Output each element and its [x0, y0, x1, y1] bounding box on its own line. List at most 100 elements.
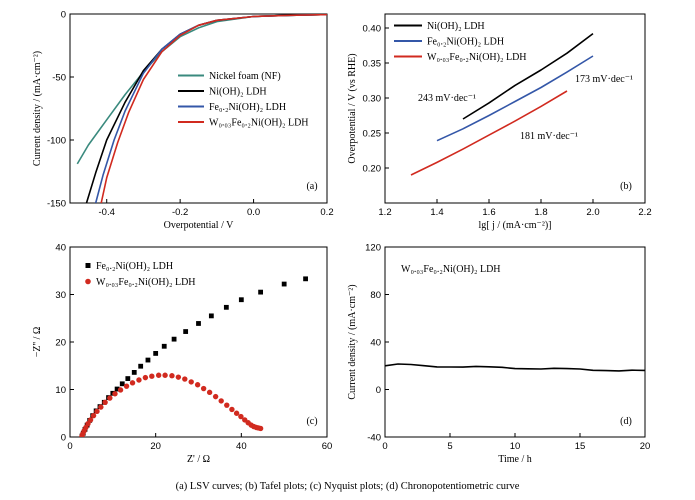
data-point: [194, 382, 201, 388]
data-point: [87, 417, 94, 423]
y-tick-label: 10: [55, 385, 66, 396]
y-tick-label: -50: [52, 73, 66, 84]
series-line: [76, 14, 327, 165]
legend-label: Fe₀.₂Ni(OH)₂ LDH: [209, 102, 286, 113]
data-point: [114, 386, 120, 392]
series-line: [100, 14, 327, 203]
data-point: [129, 380, 136, 386]
data-layer: [385, 363, 645, 372]
y-tick-label: -40: [367, 433, 381, 444]
legend-label: W₀.₀₃Fe₀.₂Ni(OH)₂ LDH: [401, 264, 501, 275]
series-line: [85, 14, 327, 203]
x-axis-label: Z' / Ω: [187, 454, 210, 465]
chart-a: -0.4 -0.2 0.0 0.2 0 -50 -100 -150 Overpotential …: [32, 10, 334, 232]
data-point: [223, 304, 229, 310]
data-point: [107, 395, 113, 401]
chart-c: 0 20 40 60 0 10 20 30 40 Z' / Ω −Z'' / Ω (c) Fe₀.₂Ni…: [32, 243, 332, 466]
y-tick-label: 0: [61, 433, 66, 444]
x-axis-label: Overpotential / V: [164, 220, 235, 231]
data-layer: [410, 32, 594, 176]
x-tick-label: 1.2: [378, 207, 391, 218]
data-point: [119, 381, 125, 387]
data-point: [90, 412, 97, 419]
data-point: [196, 321, 201, 326]
series-line: [462, 32, 594, 120]
legend-label: Ni(OH)₂ LDH: [209, 87, 267, 98]
panel-label: (a): [306, 181, 317, 192]
data-point: [131, 370, 137, 375]
x-tick-label: -0.4: [99, 207, 115, 218]
y-tick-label: 40: [370, 338, 381, 349]
data-point: [145, 357, 151, 363]
x-axis-label: lg[ j / (mA·cm⁻²)]: [479, 220, 552, 231]
data-point: [303, 276, 308, 282]
data-point: [188, 379, 194, 385]
legend-label: W₀.₀₃Fe₀.₂Ni(OH)₂ LDH: [209, 118, 309, 129]
y-tick-label: -150: [47, 199, 66, 210]
data-point: [142, 374, 149, 381]
data-point: [85, 421, 91, 427]
data-point: [169, 373, 175, 379]
data-point: [212, 393, 219, 400]
data-point: [224, 402, 230, 408]
data-point: [117, 387, 124, 393]
data-point: [238, 297, 244, 303]
x-tick-label: 40: [236, 441, 247, 452]
panel-label: (c): [306, 416, 317, 427]
x-tick-label: 20: [150, 441, 161, 452]
legend-marker: [85, 278, 91, 285]
x-tick-label: 60: [322, 441, 333, 452]
data-point: [112, 391, 118, 397]
x-tick-label: -0.2: [172, 207, 188, 218]
tafel-slope-annotation: 243 mV·dec⁻¹: [418, 93, 476, 104]
x-tick-label: 2.2: [638, 207, 651, 218]
data-point: [136, 377, 142, 383]
legend-label: W₀.₀₃Fe₀.₂Ni(OH)₂ LDH: [96, 277, 196, 288]
tafel-slope-annotation: 173 mV·dec⁻¹: [575, 74, 633, 85]
y-tick-label: 0: [376, 385, 381, 396]
series-line: [436, 55, 594, 142]
y-tick-label: -100: [47, 136, 66, 147]
data-point: [200, 385, 207, 392]
x-tick-label: 5: [447, 441, 452, 452]
data-point: [233, 410, 240, 416]
data-point: [183, 329, 189, 334]
data-point: [206, 389, 213, 396]
legend-label: W₀.₀₃Fe₀.₂Ni(OH)₂ LDH: [427, 52, 527, 63]
data-point: [94, 408, 100, 415]
x-tick-label: 0.0: [247, 207, 260, 218]
plot-frame: [384, 13, 646, 204]
legend-label: Ni(OH)₂ LDH: [427, 21, 485, 32]
data-point: [138, 363, 144, 369]
data-point: [153, 351, 159, 356]
panel-label: (b): [620, 181, 632, 192]
chart-b: 1.2 1.4 1.6 1.8 2.0 2.2 0.20 0.25 0.30 0.35 0.40 lg…: [347, 13, 652, 231]
y-tick-label: 0.25: [363, 129, 382, 140]
legend-label: Nickel foam (NF): [209, 71, 281, 82]
x-tick-label: 0: [382, 441, 387, 452]
y-axis-label: −Z'' / Ω: [32, 327, 43, 358]
data-point: [171, 336, 177, 342]
plot-frame: [69, 13, 328, 204]
x-tick-label: 1.8: [534, 207, 547, 218]
data-point: [175, 374, 182, 380]
data-point: [155, 372, 162, 378]
y-tick-label: 0.35: [363, 59, 382, 70]
data-point: [102, 399, 108, 406]
y-tick-label: 120: [365, 243, 381, 254]
y-tick-label: 0.30: [363, 94, 382, 105]
figure-caption: (a) LSV curves; (b) Tafel plots; (c) Nyq…: [175, 481, 520, 492]
legend-label: Fe₀.₂Ni(OH)₂ LDH: [427, 37, 504, 48]
data-point: [123, 383, 130, 389]
x-tick-label: 20: [640, 441, 651, 452]
y-tick-label: 80: [370, 290, 381, 301]
plot-frame: [69, 246, 328, 438]
x-axis-label: Time / h: [498, 454, 532, 465]
y-tick-label: 0.40: [363, 24, 382, 35]
panel-label: (d): [620, 416, 632, 427]
data-point: [258, 289, 264, 295]
data-point: [208, 313, 214, 319]
series-line: [385, 363, 645, 372]
y-tick-label: 20: [55, 338, 66, 349]
